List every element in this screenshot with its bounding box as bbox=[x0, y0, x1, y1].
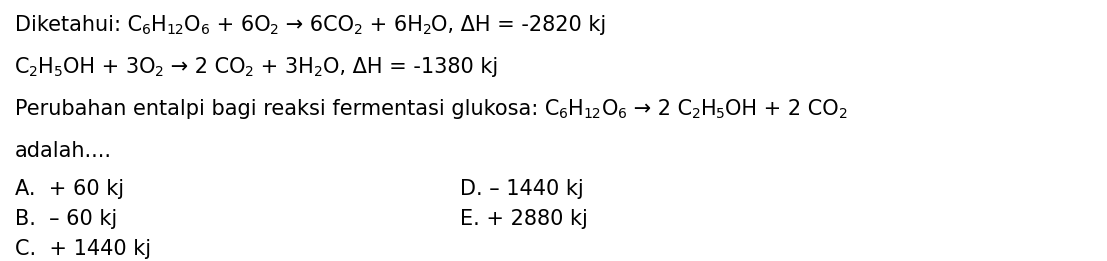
Text: C: C bbox=[15, 57, 30, 77]
Text: H: H bbox=[568, 99, 583, 119]
Text: 2: 2 bbox=[354, 23, 363, 38]
Text: O: O bbox=[184, 15, 200, 35]
Text: 6: 6 bbox=[559, 108, 568, 122]
Text: + 6H: + 6H bbox=[363, 15, 423, 35]
Text: 2: 2 bbox=[30, 66, 39, 80]
Text: + 6O: + 6O bbox=[209, 15, 270, 35]
Text: → 6CO: → 6CO bbox=[279, 15, 354, 35]
Text: O: O bbox=[601, 99, 618, 119]
Text: H: H bbox=[39, 57, 54, 77]
Text: 12: 12 bbox=[583, 108, 601, 122]
Text: 2: 2 bbox=[839, 108, 847, 122]
Text: Perubahan entalpi bagi reaksi fermentasi glukosa: C: Perubahan entalpi bagi reaksi fermentasi… bbox=[15, 99, 559, 119]
Text: 2: 2 bbox=[423, 23, 432, 38]
Text: A.  + 60 kj: A. + 60 kj bbox=[15, 179, 124, 199]
Text: 6: 6 bbox=[200, 23, 209, 38]
Text: adalah....: adalah.... bbox=[15, 141, 112, 161]
Text: D. – 1440 kj: D. – 1440 kj bbox=[461, 179, 583, 199]
Text: 2: 2 bbox=[155, 66, 164, 80]
Text: B.  – 60 kj: B. – 60 kj bbox=[15, 209, 117, 229]
Text: 6: 6 bbox=[618, 108, 627, 122]
Text: H: H bbox=[701, 99, 716, 119]
Text: E. + 2880 kj: E. + 2880 kj bbox=[461, 209, 588, 229]
Text: Diketahui: C: Diketahui: C bbox=[15, 15, 142, 35]
Text: 2: 2 bbox=[692, 108, 701, 122]
Text: O, ΔH = -1380 kj: O, ΔH = -1380 kj bbox=[322, 57, 498, 77]
Text: 2: 2 bbox=[270, 23, 279, 38]
Text: + 3H: + 3H bbox=[255, 57, 314, 77]
Text: C.  + 1440 kj: C. + 1440 kj bbox=[15, 239, 152, 259]
Text: 12: 12 bbox=[167, 23, 184, 38]
Text: 2: 2 bbox=[314, 66, 322, 80]
Text: 6: 6 bbox=[142, 23, 151, 38]
Text: → 2 CO: → 2 CO bbox=[164, 57, 246, 77]
Text: → 2 C: → 2 C bbox=[627, 99, 692, 119]
Text: 2: 2 bbox=[246, 66, 255, 80]
Text: O, ΔH = -2820 kj: O, ΔH = -2820 kj bbox=[432, 15, 607, 35]
Text: 5: 5 bbox=[716, 108, 725, 122]
Text: 5: 5 bbox=[54, 66, 63, 80]
Text: OH + 3O: OH + 3O bbox=[63, 57, 155, 77]
Text: OH + 2 CO: OH + 2 CO bbox=[725, 99, 839, 119]
Text: H: H bbox=[151, 15, 167, 35]
